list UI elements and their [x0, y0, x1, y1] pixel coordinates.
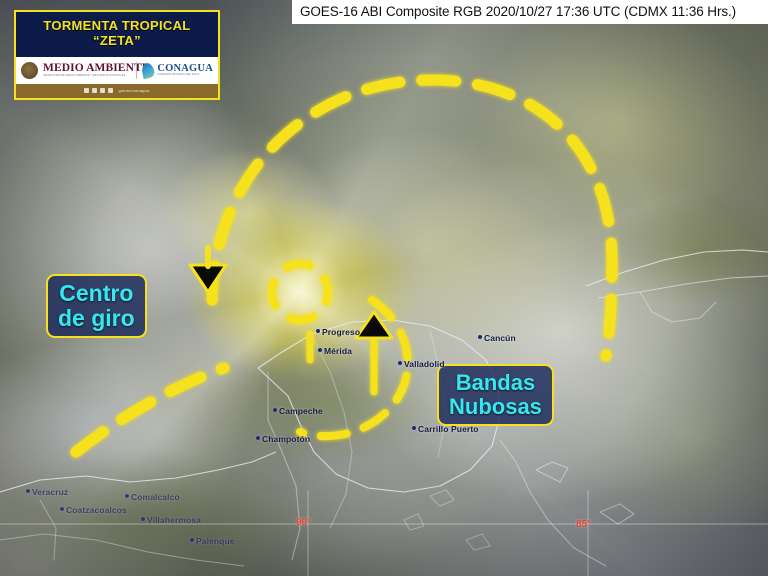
youtube-icon	[108, 88, 114, 94]
twitter-icon	[92, 88, 98, 94]
water-drop-icon	[140, 61, 156, 79]
city-label: Villahermosa	[141, 515, 201, 525]
band-pointer-line	[306, 330, 378, 396]
graticule-label: 85°	[576, 519, 592, 530]
callout-bandas-line1: Bandas	[455, 370, 536, 395]
conagua-subtitle: COMISIÓN NACIONAL DEL AGUA	[157, 73, 200, 77]
city-label: Valladolid	[398, 359, 445, 369]
instagram-icon	[100, 88, 106, 94]
image-header-title: GOES-16 ABI Composite RGB 2020/10/27 17:…	[292, 0, 768, 24]
city-label: Mérida	[318, 346, 352, 356]
storm-name-label: “ZETA”	[93, 32, 141, 48]
conagua-text: CONAGUA COMISIÓN NACIONAL DEL AGUA	[157, 62, 213, 77]
medio-ambiente-logo: MEDIO AMBIENTE SECRETARÍA DE MEDIO AMBIE…	[43, 61, 150, 78]
social-handle-label: gobmx/conagua	[118, 88, 150, 94]
mexico-eagle-seal-icon	[21, 61, 38, 79]
agency-logo-bar: MEDIO AMBIENTE SECRETARÍA DE MEDIO AMBIE…	[16, 56, 218, 84]
medio-ambiente-subtitle: SECRETARÍA DE MEDIO AMBIENTE Y RECURSOS …	[43, 74, 126, 78]
center-marker-arrow-down	[188, 245, 228, 294]
city-label: Campeche	[273, 406, 323, 416]
storm-type-label: TORMENTA TROPICAL	[43, 18, 191, 33]
social-media-bar: gobmx/conagua	[16, 83, 218, 98]
city-label: Progreso	[315, 327, 361, 337]
facebook-icon	[84, 88, 90, 94]
callout-centro-line2: de giro	[58, 304, 135, 331]
branding-panel: TORMENTA TROPICAL “ZETA” MEDIO AMBIENTE …	[14, 10, 220, 100]
conagua-name: CONAGUA	[157, 62, 213, 74]
graticule-label: 90°	[296, 517, 312, 528]
city-label: Veracruz	[25, 487, 69, 497]
city-label: Comalcalco	[125, 492, 180, 502]
city-label: Palenque	[190, 536, 235, 546]
city-label: Cancún	[478, 333, 516, 343]
city-label: Champotón	[255, 434, 311, 444]
city-label: Coatzacoalcos	[60, 505, 127, 515]
city-label: Carrillo Puerto	[412, 424, 479, 434]
medio-ambiente-name: MEDIO AMBIENTE	[43, 61, 150, 74]
callout-centro-line1: Centro	[59, 280, 134, 306]
callout-bandas-nubosas: Bandas Nubosas	[437, 364, 554, 426]
conagua-logo: CONAGUA COMISIÓN NACIONAL DEL AGUA	[140, 61, 213, 79]
outer-cloud-band-arc	[70, 74, 618, 458]
inner-cloud-band-arc	[296, 296, 412, 441]
callout-centro-de-giro: Centro de giro	[46, 274, 147, 338]
circulation-center-ring	[268, 260, 332, 324]
storm-title-block: TORMENTA TROPICAL “ZETA”	[16, 12, 218, 57]
logo-divider	[136, 61, 138, 79]
callout-bandas-line2: Nubosas	[449, 393, 542, 419]
band-marker-arrow-up	[354, 310, 394, 340]
